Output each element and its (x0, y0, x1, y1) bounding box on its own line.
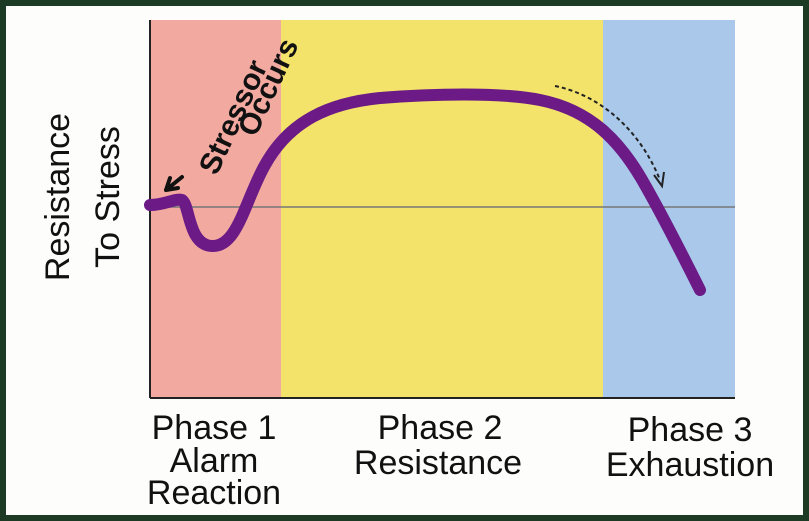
decline-arrowhead (653, 171, 665, 189)
phase-3-region (603, 20, 735, 398)
phase-label: Phase 1 (152, 409, 277, 447)
phase-2-region (281, 20, 603, 398)
stressor-arrow (164, 175, 184, 192)
decline-arrow (554, 85, 661, 181)
phase-label: Phase 2 (378, 409, 503, 447)
y-axis-label: To Stress (89, 126, 127, 268)
y-axis-label: Resistance (39, 113, 77, 281)
phase-label: Alarm (170, 442, 259, 480)
phase-label: Phase 3 (628, 411, 753, 449)
phase-label: Reaction (147, 474, 281, 512)
resistance-curve (144, 88, 706, 296)
phase-1-region (150, 20, 281, 398)
phase-label: Exhaustion (606, 446, 774, 484)
phase-label: Resistance (354, 444, 522, 482)
